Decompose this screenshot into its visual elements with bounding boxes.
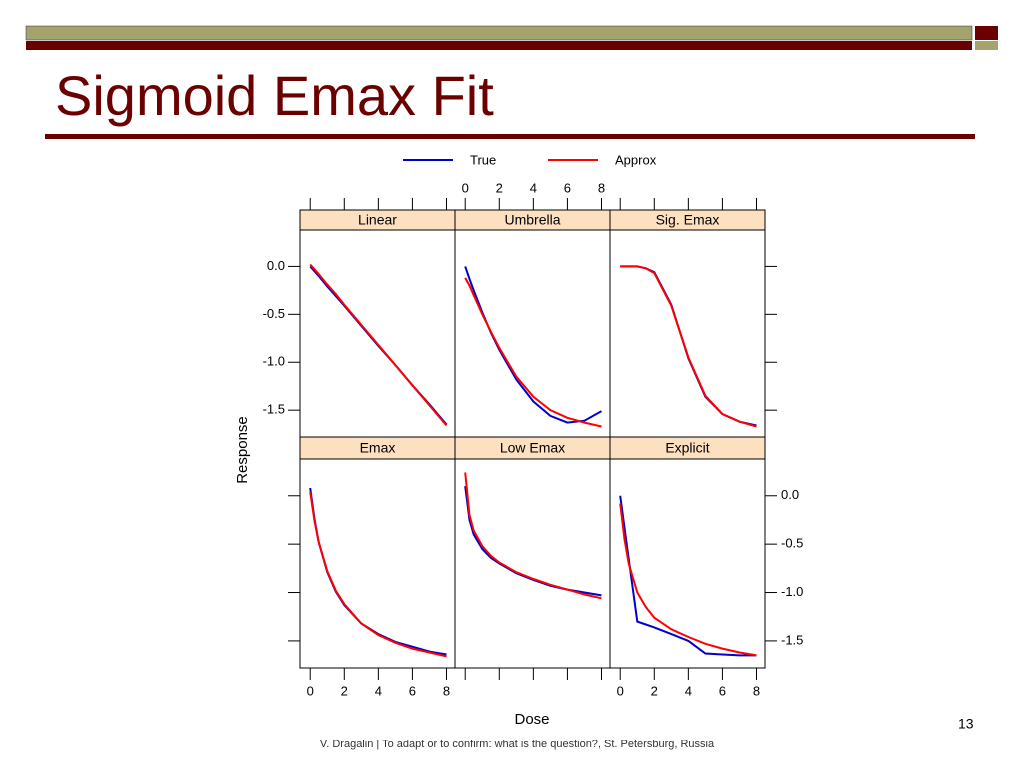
- x-tick-label: 8: [443, 683, 450, 698]
- series-line: [309, 487, 447, 656]
- strip-label: Explicit: [665, 440, 709, 456]
- series-line: [619, 495, 757, 657]
- y-tick-label: 0.0: [267, 258, 285, 273]
- y-tick-label: -1.0: [781, 584, 803, 599]
- series-line: [309, 491, 447, 658]
- x-tick-label: 4: [685, 683, 692, 698]
- strip-label: Sig. Emax: [656, 212, 720, 228]
- header-bar: [25, 25, 973, 41]
- x-tick-label: 6: [564, 180, 571, 195]
- panel-frame: [609, 458, 766, 669]
- title-rule: [45, 134, 975, 139]
- series-line: [464, 472, 602, 600]
- panel-frame: [454, 229, 611, 438]
- header-square: [975, 26, 998, 40]
- x-tick-label: 0: [462, 180, 469, 195]
- panel-frame: [609, 229, 766, 438]
- series-line: [620, 265, 757, 428]
- slide-title: Sigmoid Emax Fit: [55, 64, 494, 127]
- footer-cover: [230, 730, 810, 740]
- strip-label: Emax: [360, 440, 396, 456]
- x-tick-label: 0: [307, 683, 314, 698]
- series-line: [464, 277, 602, 428]
- x-tick-label: 4: [530, 180, 537, 195]
- page-number: 13: [958, 716, 974, 732]
- x-tick-label: 2: [341, 683, 348, 698]
- panel-frame: [454, 458, 611, 669]
- legend-label: True: [470, 152, 496, 167]
- y-tick-label: -1.0: [263, 354, 285, 369]
- panel-frame: [299, 458, 456, 669]
- strip-label: Low Emax: [500, 440, 565, 456]
- legend-label: Approx: [615, 152, 657, 167]
- y-tick-label: -0.5: [781, 536, 803, 551]
- y-tick-label: 0.0: [781, 487, 799, 502]
- y-tick-label: -1.5: [263, 402, 285, 417]
- y-axis-label: Response: [234, 416, 251, 484]
- header-square-light: [975, 41, 998, 50]
- x-tick-label: 0: [617, 683, 624, 698]
- series-line: [620, 265, 757, 427]
- strip-label: Linear: [358, 212, 397, 228]
- x-tick-label: 8: [753, 683, 760, 698]
- x-tick-label: 6: [409, 683, 416, 698]
- footer: V. Dragalin | To adapt or to confirm: wh…: [320, 738, 715, 750]
- x-tick-label: 2: [496, 180, 503, 195]
- x-tick-label: 6: [719, 683, 726, 698]
- series-line: [464, 266, 602, 424]
- x-axis-label: Dose: [514, 711, 549, 728]
- x-tick-label: 4: [375, 683, 382, 698]
- x-tick-label: 8: [598, 180, 605, 195]
- x-tick-label: 2: [651, 683, 658, 698]
- y-tick-label: -1.5: [781, 632, 803, 647]
- series-line: [309, 263, 448, 427]
- strip-label: Umbrella: [504, 212, 560, 228]
- y-tick-label: -0.5: [263, 306, 285, 321]
- series-line: [619, 503, 757, 657]
- header-bar-dark: [26, 41, 972, 50]
